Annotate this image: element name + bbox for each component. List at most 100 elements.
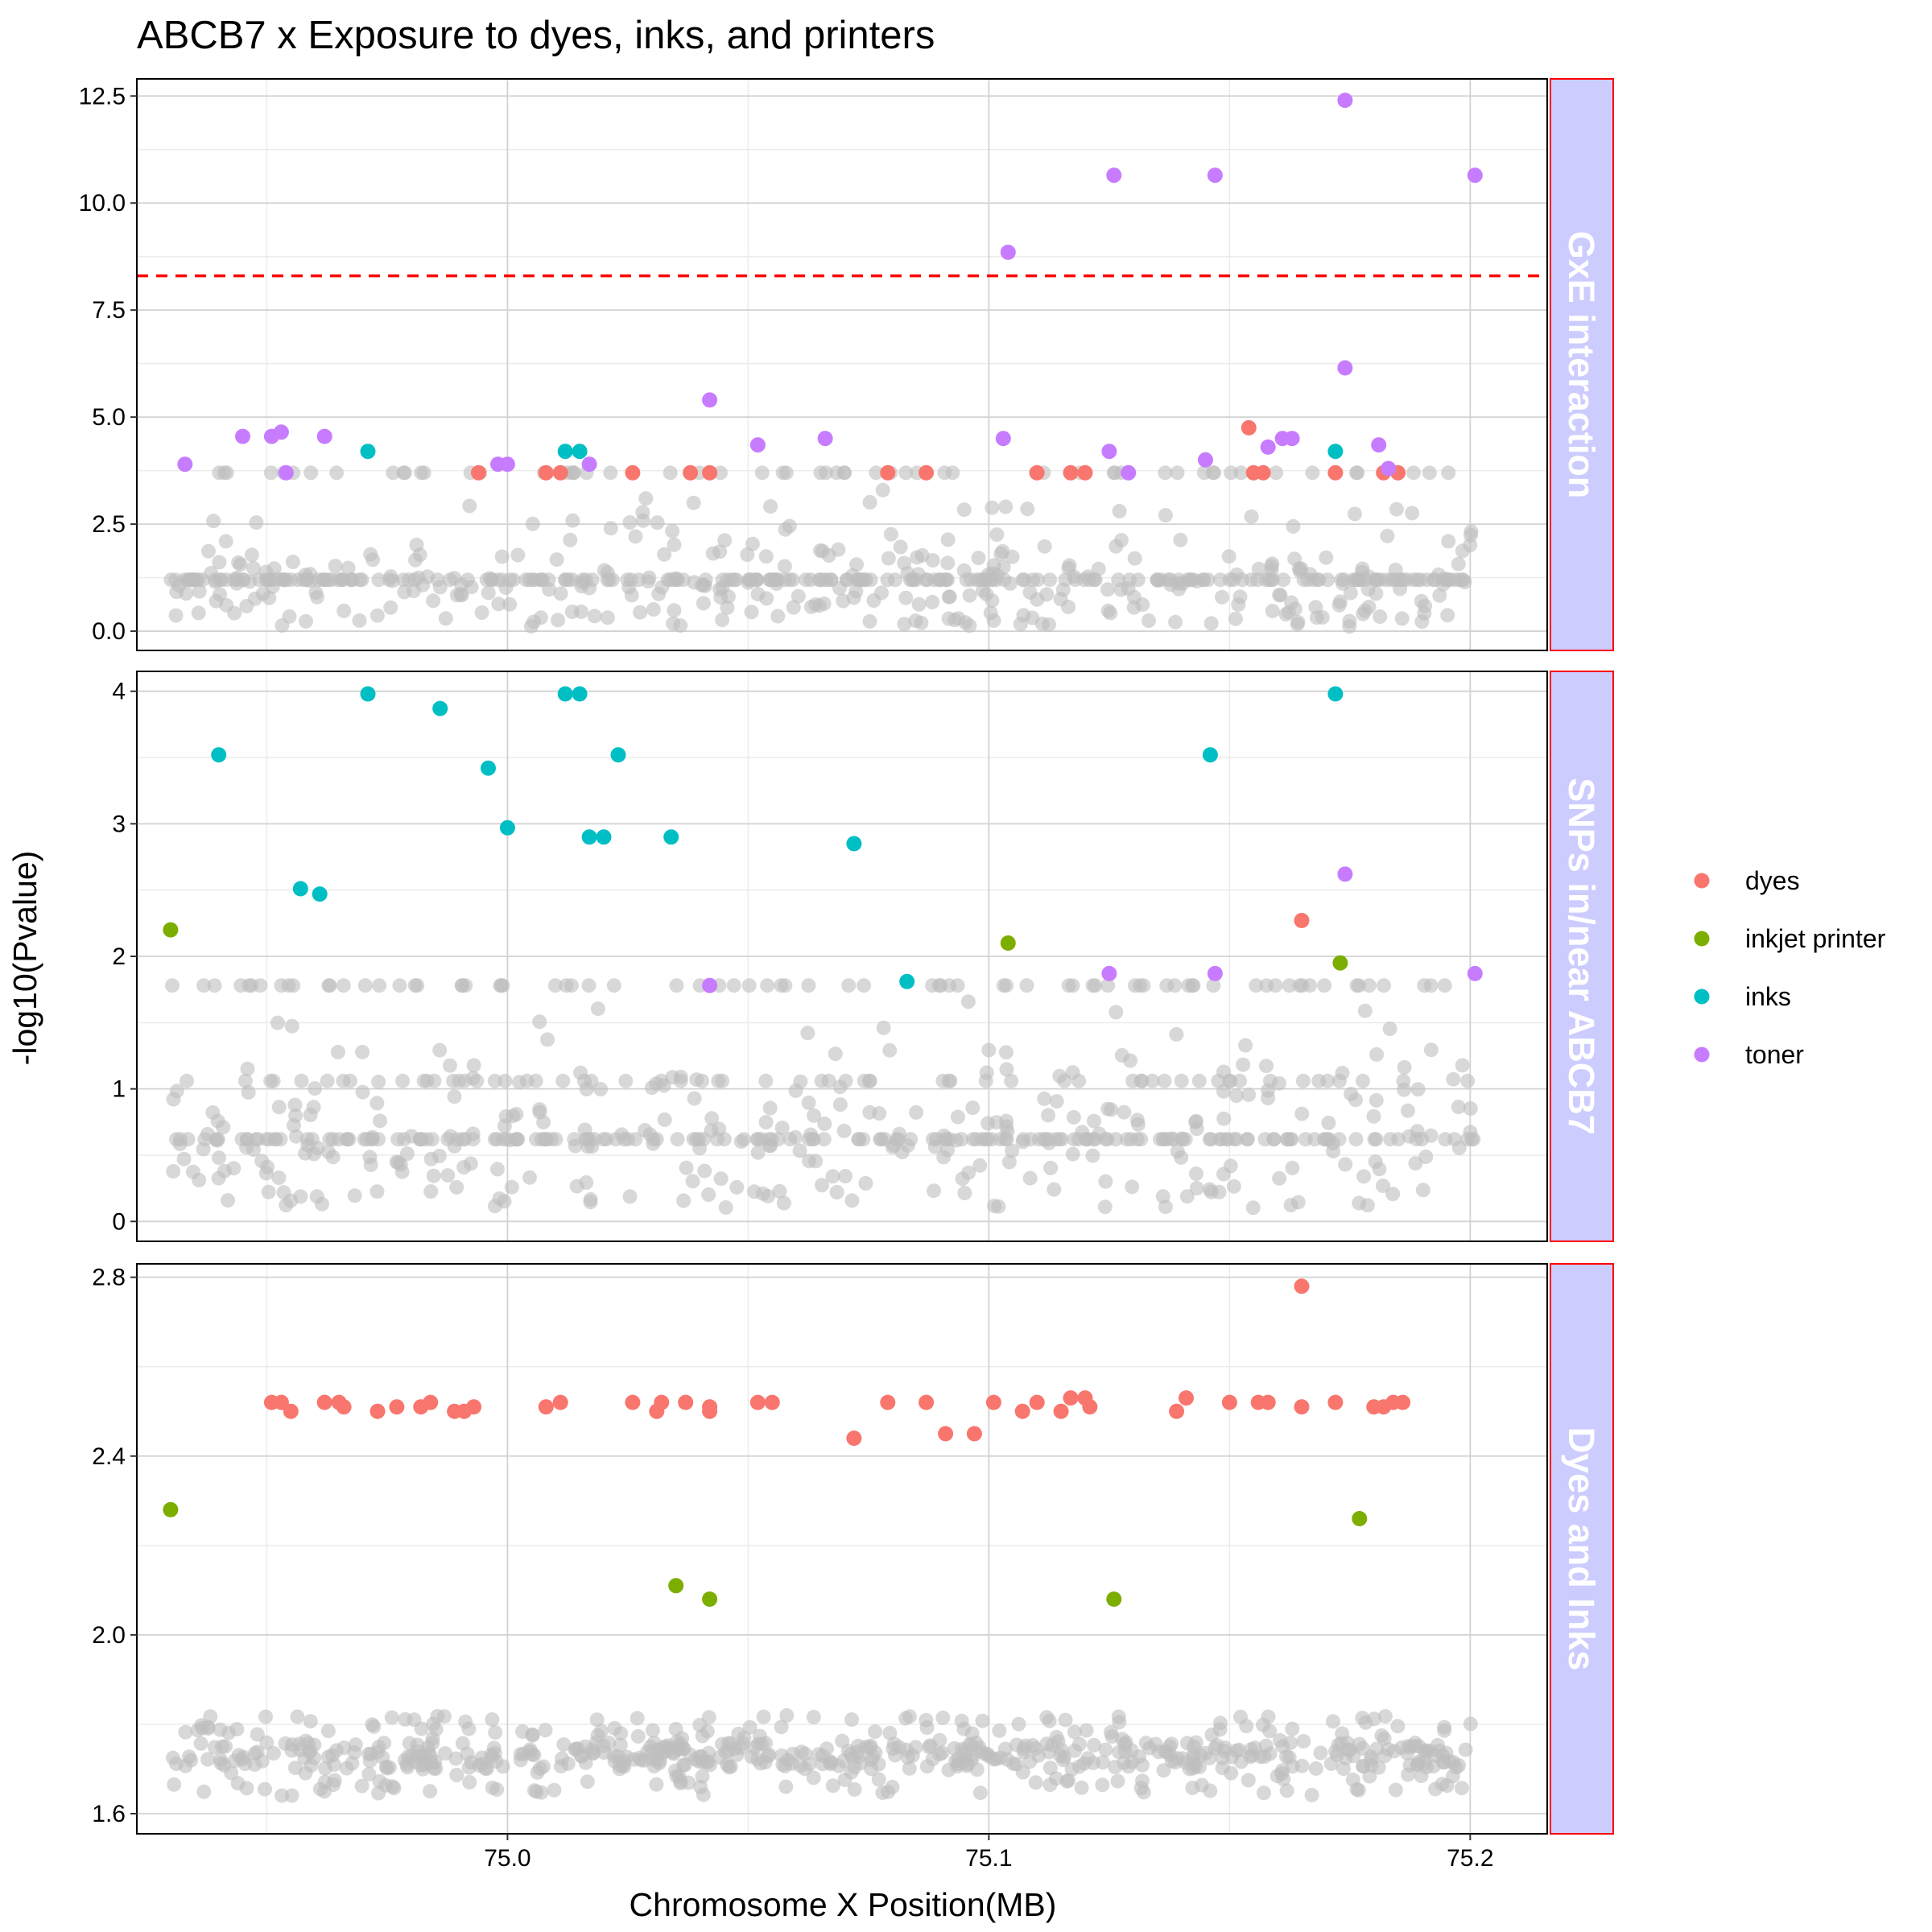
- background-point: [1202, 1132, 1217, 1147]
- background-point: [1408, 1156, 1423, 1171]
- background-point: [1390, 1719, 1406, 1734]
- background-point: [1251, 561, 1266, 576]
- background-point: [935, 1073, 951, 1088]
- background-point: [692, 1718, 708, 1732]
- background-point: [715, 613, 730, 628]
- background-point: [580, 1774, 595, 1790]
- background-point: [676, 1193, 691, 1208]
- background-point: [526, 614, 542, 630]
- background-point: [409, 537, 424, 552]
- background-point: [504, 1179, 519, 1195]
- background-point: [758, 1115, 774, 1129]
- background-point: [447, 571, 462, 586]
- background-point: [752, 1728, 767, 1744]
- background-point: [1356, 606, 1371, 621]
- background-point: [782, 1132, 798, 1147]
- background-point: [536, 1115, 551, 1129]
- background-point: [670, 1734, 684, 1749]
- background-point: [181, 1749, 196, 1765]
- background-point: [630, 1711, 645, 1726]
- background-point: [1168, 614, 1183, 630]
- background-point: [1415, 1183, 1430, 1198]
- series-inks: [211, 686, 1344, 989]
- background-point: [986, 558, 1001, 573]
- background-point: [310, 589, 324, 605]
- background-point: [1338, 1157, 1353, 1172]
- background-point: [818, 465, 833, 481]
- background-point: [1005, 1143, 1020, 1158]
- data-point: [389, 1399, 405, 1415]
- y-tick-label: 0: [112, 1208, 126, 1235]
- background-point: [657, 547, 672, 562]
- background-point: [758, 549, 774, 564]
- background-point: [355, 1084, 370, 1100]
- background-point: [392, 978, 407, 993]
- background-point: [492, 1191, 507, 1206]
- data-point: [702, 392, 718, 408]
- y-tick-label: 4: [112, 679, 126, 705]
- background-point: [600, 565, 615, 580]
- background-point: [763, 499, 778, 514]
- background-point: [940, 532, 956, 547]
- data-point: [1294, 913, 1310, 928]
- background-point: [213, 1722, 228, 1737]
- background-point: [1282, 978, 1297, 993]
- background-point: [668, 1722, 683, 1736]
- background-point: [1145, 1073, 1160, 1088]
- background-point: [512, 1075, 526, 1090]
- background-point: [935, 1710, 951, 1725]
- background-point: [1186, 1739, 1201, 1754]
- background-point: [206, 514, 221, 529]
- background-point: [361, 1767, 377, 1781]
- data-point: [273, 424, 289, 440]
- background-point: [590, 1001, 605, 1017]
- background-point: [618, 1073, 634, 1088]
- background-point: [1042, 1761, 1058, 1776]
- background-point: [258, 1166, 274, 1181]
- background-point: [646, 1759, 662, 1774]
- data-point: [625, 464, 641, 481]
- background-point: [362, 1150, 378, 1165]
- background-point: [289, 1129, 303, 1144]
- background-point: [856, 1132, 871, 1147]
- data-point: [749, 437, 766, 453]
- background-point: [1156, 1763, 1171, 1778]
- background-point: [168, 608, 184, 623]
- background-point: [687, 1091, 702, 1106]
- background-point: [968, 1132, 984, 1147]
- background-point: [713, 465, 728, 481]
- background-point: [1271, 1075, 1286, 1091]
- facet-strip: [1550, 671, 1614, 1242]
- background-point: [309, 1189, 324, 1204]
- background-point: [448, 1751, 464, 1766]
- background-point: [720, 600, 735, 615]
- background-point: [165, 1750, 180, 1765]
- background-point: [407, 572, 423, 588]
- background-point: [1259, 1059, 1274, 1074]
- background-point: [1110, 1773, 1125, 1789]
- background-point: [495, 978, 510, 993]
- facet-panels: 0.0 2.5 5.0 7.5 10.0 12.5 GxE interaction 0 1 2 3 4…: [79, 78, 1614, 1872]
- data-point: [1221, 1394, 1237, 1410]
- background-point: [774, 978, 789, 993]
- background-point: [1112, 504, 1127, 518]
- background-point: [1423, 1042, 1439, 1058]
- background-point: [462, 498, 477, 514]
- background-point: [1067, 1132, 1082, 1147]
- background-point: [832, 1097, 848, 1113]
- background-point: [577, 1122, 592, 1137]
- background-point: [1279, 1783, 1294, 1798]
- background-point: [803, 572, 818, 588]
- background-point: [547, 978, 563, 993]
- background-point: [336, 978, 351, 993]
- data-point: [663, 829, 679, 845]
- background-point: [348, 1737, 363, 1752]
- data-point: [292, 881, 308, 897]
- background-point: [1022, 584, 1038, 600]
- background-point: [1057, 1073, 1072, 1088]
- data-point: [1000, 935, 1016, 951]
- background-point: [1228, 611, 1243, 626]
- background-point: [808, 1154, 824, 1169]
- background-point: [825, 1778, 840, 1794]
